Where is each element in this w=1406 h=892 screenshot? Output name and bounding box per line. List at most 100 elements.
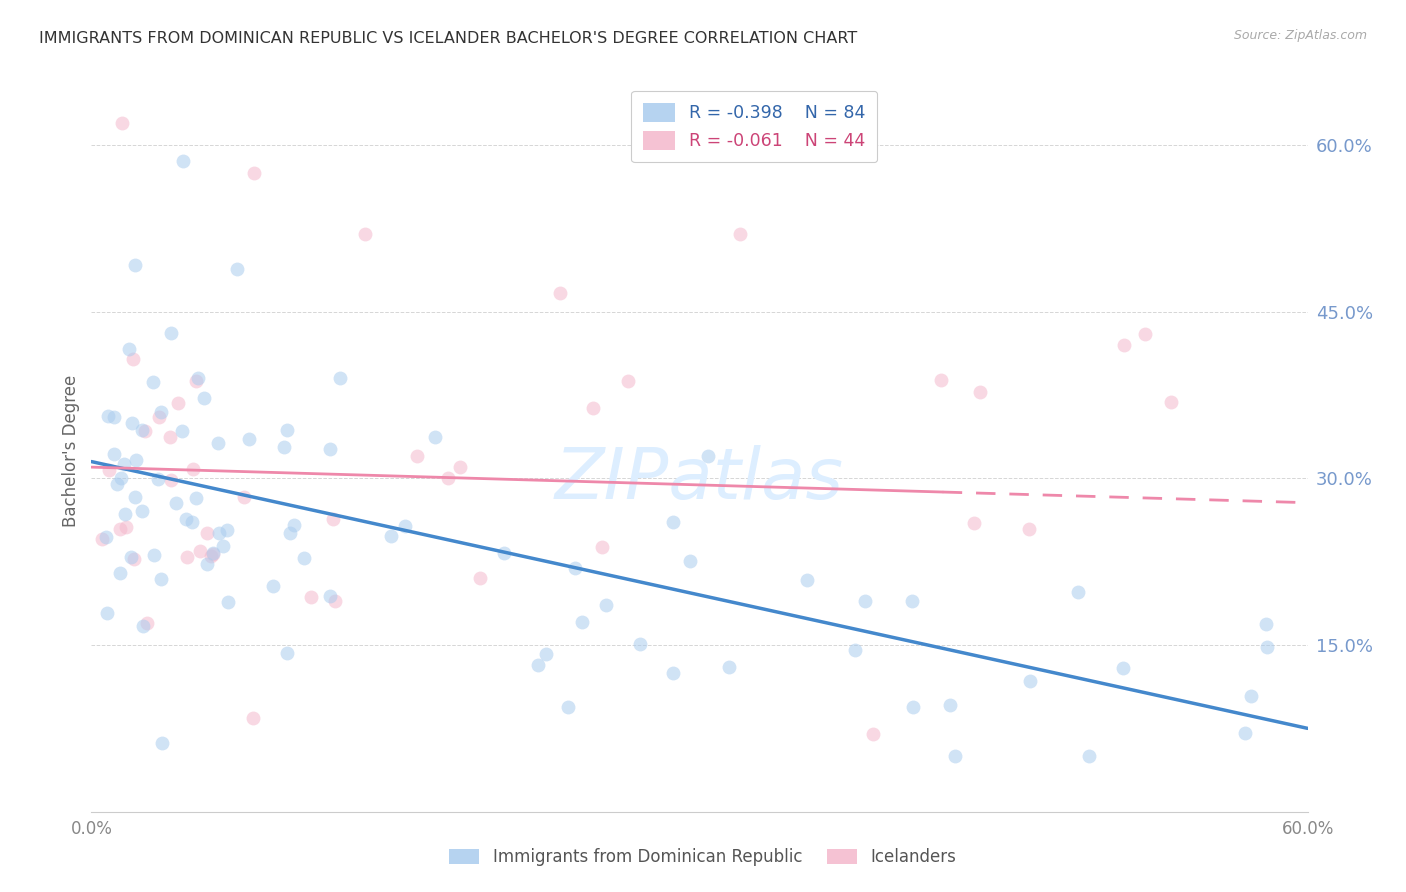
Point xyxy=(405,450,427,464)
Point xyxy=(202,547,225,561)
Point xyxy=(187,370,209,384)
Point xyxy=(1256,640,1278,654)
Point xyxy=(148,410,170,425)
Point xyxy=(148,472,170,486)
Point xyxy=(97,409,120,424)
Point xyxy=(273,440,295,454)
Point xyxy=(176,512,198,526)
Point xyxy=(111,115,134,129)
Point xyxy=(114,507,136,521)
Point xyxy=(207,436,229,450)
Point xyxy=(201,546,224,560)
Point xyxy=(628,637,651,651)
Point xyxy=(354,227,377,241)
Point xyxy=(862,727,884,741)
Point xyxy=(96,607,118,621)
Point xyxy=(855,594,877,608)
Point xyxy=(299,590,322,604)
Point xyxy=(679,554,702,568)
Point xyxy=(901,700,924,714)
Point xyxy=(160,473,183,487)
Point xyxy=(132,619,155,633)
Point xyxy=(1135,326,1157,341)
Point xyxy=(124,259,146,273)
Point xyxy=(186,491,208,505)
Point xyxy=(939,698,962,712)
Legend: R = -0.398    N = 84, R = -0.061    N = 44: R = -0.398 N = 84, R = -0.061 N = 44 xyxy=(631,91,877,162)
Point xyxy=(617,374,640,388)
Point xyxy=(661,665,683,680)
Point xyxy=(134,425,156,439)
Point xyxy=(108,566,131,580)
Legend: Immigrants from Dominican Republic, Icelanders: Immigrants from Dominican Republic, Icel… xyxy=(443,842,963,873)
Point xyxy=(1112,338,1135,352)
Point xyxy=(242,165,264,179)
Point xyxy=(105,476,128,491)
Point xyxy=(319,442,342,457)
Point xyxy=(728,227,751,241)
Point xyxy=(1112,661,1135,675)
Point xyxy=(108,522,131,536)
Point xyxy=(582,401,605,416)
Point xyxy=(718,660,741,674)
Point xyxy=(188,543,211,558)
Point xyxy=(184,374,207,388)
Point xyxy=(423,429,446,443)
Point xyxy=(124,452,146,467)
Point xyxy=(172,154,194,169)
Point xyxy=(591,540,613,554)
Point xyxy=(929,372,952,386)
Point xyxy=(1160,395,1182,409)
Point xyxy=(193,391,215,405)
Point xyxy=(112,457,135,471)
Point xyxy=(122,351,145,366)
Point xyxy=(901,594,924,608)
Point xyxy=(207,525,229,540)
Point xyxy=(176,549,198,564)
Point xyxy=(697,450,720,464)
Point xyxy=(548,285,571,300)
Point xyxy=(150,572,173,586)
Point xyxy=(122,552,145,566)
Point xyxy=(170,425,193,439)
Point xyxy=(1240,689,1263,703)
Point xyxy=(969,385,991,400)
Point xyxy=(1067,585,1090,599)
Point xyxy=(149,405,172,419)
Point xyxy=(322,512,344,526)
Point xyxy=(167,396,190,410)
Point xyxy=(124,491,146,505)
Point xyxy=(844,643,866,657)
Point xyxy=(943,749,966,764)
Point xyxy=(323,594,346,608)
Point xyxy=(110,471,132,485)
Point xyxy=(557,700,579,714)
Point xyxy=(380,529,402,543)
Point xyxy=(329,371,352,385)
Point xyxy=(136,616,159,631)
Point xyxy=(217,594,239,608)
Point xyxy=(963,516,986,530)
Point xyxy=(121,416,143,430)
Text: Source: ZipAtlas.com: Source: ZipAtlas.com xyxy=(1233,29,1367,42)
Point xyxy=(160,326,183,340)
Point xyxy=(143,548,166,562)
Point xyxy=(103,447,125,461)
Point xyxy=(394,519,416,533)
Point xyxy=(526,658,548,673)
Point xyxy=(449,459,471,474)
Point xyxy=(233,490,256,504)
Point xyxy=(159,430,181,444)
Text: IMMIGRANTS FROM DOMINICAN REPUBLIC VS ICELANDER BACHELOR'S DEGREE CORRELATION CH: IMMIGRANTS FROM DOMINICAN REPUBLIC VS IC… xyxy=(39,31,858,46)
Point xyxy=(262,579,284,593)
Point xyxy=(1254,617,1277,632)
Point xyxy=(94,530,117,544)
Point xyxy=(165,496,187,510)
Point xyxy=(796,573,818,587)
Point xyxy=(131,504,153,518)
Point xyxy=(103,410,125,425)
Point xyxy=(131,424,153,438)
Point xyxy=(1018,522,1040,536)
Point xyxy=(115,520,138,534)
Point xyxy=(437,471,460,485)
